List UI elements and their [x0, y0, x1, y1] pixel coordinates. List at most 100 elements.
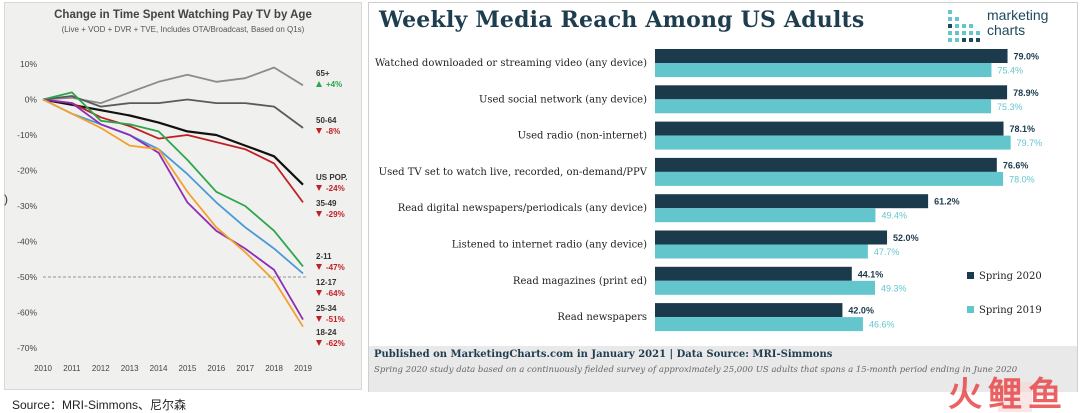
bar-chart-panel: Weekly Media Reach Among US Adults marke…: [368, 2, 1078, 392]
y-tick-label: -40%: [17, 237, 37, 247]
value-label-2020: 52.0%: [893, 233, 919, 243]
category-label: Watched downloaded or streaming video (a…: [375, 58, 647, 69]
end-label-change: -64%: [326, 289, 345, 298]
down-triangle-icon: [316, 290, 322, 296]
y-tick-label: -70%: [17, 343, 37, 353]
line-chart-title: Change in Time Spent Watching Pay TV by …: [54, 9, 312, 21]
legend-swatch-2020: [967, 272, 974, 279]
series-line-25-34: [42, 98, 304, 321]
bar-spring-2020: [655, 85, 1008, 100]
category-label: Read magazines (print ed): [513, 276, 647, 287]
x-tick-label: 2011: [63, 364, 81, 373]
bar-spring-2019: [655, 99, 992, 114]
category-label: Read newspapers: [557, 312, 647, 323]
down-triangle-icon: [316, 340, 322, 346]
study-note: Spring 2020 study data based on a contin…: [374, 365, 1018, 375]
watermark-char-2: 鲤: [988, 375, 1022, 412]
x-tick-label: 2019: [294, 364, 312, 373]
bar-spring-2020: [655, 157, 997, 172]
value-label-2020: 42.0%: [848, 306, 874, 316]
end-label-change: -29%: [326, 210, 345, 219]
value-label-2019: 79.7%: [1017, 138, 1043, 148]
value-label-2020: 44.1%: [858, 269, 884, 279]
bar-spring-2019: [655, 244, 868, 259]
down-triangle-icon: [316, 264, 322, 270]
value-label-2019: 78.0%: [1009, 174, 1035, 184]
bar-chart-title: Weekly Media Reach Among US Adults: [379, 7, 865, 33]
value-label-2019: 49.4%: [881, 211, 907, 221]
bar-spring-2020: [655, 49, 1008, 63]
category-label: Listened to internet radio (any device): [452, 240, 647, 251]
end-label-change: +4%: [326, 80, 342, 89]
value-label-2019: 49.3%: [881, 283, 907, 293]
x-tick-label: 2014: [150, 364, 168, 373]
bar-spring-2019: [655, 208, 876, 223]
watermark-char-3: 鱼: [1028, 375, 1062, 412]
published-line: Published on MarketingCharts.com in Janu…: [374, 349, 833, 360]
line-chart-subtitle: (Live + VOD + DVR + TVE, Includes OTA/Br…: [61, 25, 305, 34]
category-label: Used social network (any device): [479, 94, 647, 105]
series-line-12-17: [42, 98, 304, 275]
end-label-name: 35-49: [316, 199, 337, 208]
y-tick-label: -20%: [17, 166, 37, 176]
y-tick-label: 0%: [25, 95, 38, 105]
logo-word-2: charts: [987, 22, 1026, 38]
publication-footer: Published on MarketingCharts.com in Janu…: [369, 346, 1077, 392]
bar-spring-2019: [655, 171, 1004, 186]
logo-dots-icon: [948, 10, 980, 42]
end-label-name: US POP.: [316, 173, 347, 182]
end-label-change: -24%: [326, 184, 345, 193]
end-label-name: 25-34: [316, 304, 337, 313]
line-chart-svg: 10% 0% -10% -20% -30% -40% -50% -60% -70% 2010 201…: [17, 59, 347, 373]
y-tick-label: -50%: [17, 272, 37, 282]
end-label-change: -47%: [326, 263, 345, 272]
value-label-2020: 61.2%: [934, 197, 960, 207]
end-label-name: 65+: [316, 69, 330, 78]
value-label-2020: 78.1%: [1010, 124, 1036, 134]
y-tick-label: -30%: [17, 201, 37, 211]
marketing-charts-logo: marketing charts: [947, 7, 1073, 43]
bar-spring-2020: [655, 230, 888, 245]
series-line-2-11: [42, 91, 304, 267]
bar-spring-2019: [655, 280, 876, 295]
value-label-2020: 78.9%: [1013, 88, 1039, 98]
category-label: Used TV set to watch live, recorded, on-…: [379, 167, 648, 178]
bar-spring-2020: [655, 121, 1004, 136]
watermark-char-1: 火: [948, 375, 982, 412]
value-label-2019: 75.3%: [997, 102, 1023, 112]
legend-label-2019: Spring 2019: [979, 305, 1042, 316]
x-tick-label: 2015: [179, 364, 197, 373]
bar-spring-2019: [655, 63, 992, 77]
left-edge-marker: ): [4, 192, 8, 206]
legend-label-2020: Spring 2020: [979, 271, 1042, 282]
bar-spring-2020: [655, 194, 929, 209]
bar-spring-2019: [655, 135, 1011, 150]
x-tick-label: 2012: [92, 364, 110, 373]
bar-spring-2020: [655, 303, 843, 318]
end-label-change: -62%: [326, 339, 345, 348]
end-label-name: 12-17: [316, 278, 337, 287]
logo-word-1: marketing: [987, 7, 1049, 23]
y-tick-label: -10%: [17, 130, 37, 140]
value-label-2020: 76.6%: [1003, 160, 1029, 170]
down-triangle-icon: [316, 211, 322, 217]
value-label-2020: 79.0%: [1014, 52, 1040, 62]
up-triangle-icon: [316, 81, 322, 87]
series-line-65-: [42, 66, 304, 104]
category-label: Read digital newspapers/periodicals (any…: [398, 203, 647, 214]
end-label-change: -51%: [326, 315, 345, 324]
logo-text: marketing charts: [987, 8, 1048, 38]
y-tick-label: -60%: [17, 308, 37, 318]
series-line-35-49: [42, 98, 304, 203]
x-tick-label: 2017: [236, 364, 254, 373]
series-line-50-64: [42, 95, 304, 129]
series-line-18-24: [42, 98, 304, 328]
legend-swatch-2019: [967, 306, 974, 313]
y-tick-label: 10%: [20, 59, 37, 69]
bar-chart-svg: Watched downloaded or streaming video (a…: [375, 49, 1043, 332]
value-label-2019: 75.4%: [997, 66, 1023, 76]
down-triangle-icon: [316, 185, 322, 191]
bar-spring-2020: [655, 266, 852, 281]
down-triangle-icon: [316, 128, 322, 134]
watermark-logo: 火 鲤 鱼: [948, 375, 1062, 412]
